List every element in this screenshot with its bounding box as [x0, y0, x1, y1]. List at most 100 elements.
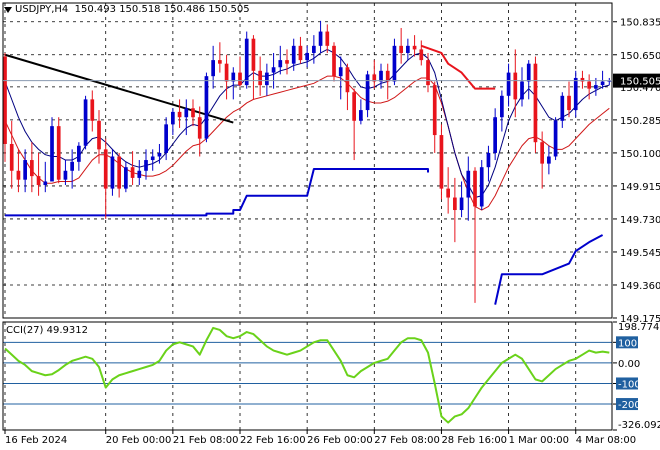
price-tick-label: 149.545: [620, 248, 660, 259]
candle-body: [36, 176, 41, 186]
price-tick-label: 149.915: [620, 182, 660, 193]
symbol-dropdown-icon[interactable]: [4, 7, 12, 13]
candle-body: [573, 77, 578, 111]
candle: [184, 99, 189, 136]
candle: [600, 70, 605, 89]
candle: [23, 149, 27, 193]
candle-body: [103, 149, 108, 189]
candle: [312, 35, 316, 64]
candle-body: [30, 160, 34, 177]
candle: [50, 117, 54, 182]
candle: [244, 31, 249, 89]
candle-body: [50, 126, 54, 182]
candle: [191, 99, 195, 127]
candle-body: [332, 45, 336, 77]
candle: [473, 167, 477, 303]
cci-level-badge: [616, 398, 638, 411]
candle: [399, 27, 403, 64]
candle-body: [177, 111, 182, 118]
candle: [30, 142, 34, 193]
candle: [231, 67, 236, 100]
candle: [540, 131, 545, 189]
candle-body: [493, 117, 498, 153]
candle: [332, 42, 336, 82]
price-tick-label: 149.730: [620, 215, 660, 226]
candle-body: [211, 60, 215, 77]
candle-body: [171, 111, 175, 125]
candle-body: [23, 160, 27, 180]
cci-tick-label: 198.7743: [618, 322, 660, 333]
candle-body: [244, 38, 249, 86]
candle: [520, 67, 524, 107]
candle: [567, 81, 571, 118]
candle-body: [600, 81, 605, 86]
candle-body: [278, 60, 283, 68]
candle: [164, 117, 168, 161]
candle-body: [9, 143, 14, 171]
candle-body: [506, 72, 511, 96]
candle: [56, 117, 61, 184]
candle-body: [459, 197, 464, 211]
candle-body: [466, 170, 471, 198]
candle: [580, 70, 585, 89]
price-tick-label: 149.360: [620, 281, 660, 292]
candle-body: [533, 63, 538, 143]
candle: [171, 108, 175, 136]
candle-body: [406, 45, 410, 53]
candle-body: [513, 72, 518, 100]
candle: [278, 45, 283, 75]
candle-body: [204, 76, 209, 139]
cci-tick-label: -326.0929: [618, 420, 660, 431]
candle-body: [473, 170, 477, 207]
candle: [513, 49, 518, 118]
candle-body: [56, 126, 61, 180]
time-tick-label: 28 Feb 16:00: [441, 435, 507, 446]
cci-level-badge: [616, 336, 638, 349]
candle-body: [352, 92, 356, 121]
candle-body: [43, 181, 48, 186]
candle: [265, 63, 269, 96]
candle: [157, 143, 162, 164]
candle: [103, 138, 108, 219]
price-tick-label: 150.650: [620, 51, 660, 62]
candle: [406, 38, 410, 61]
candle-body: [77, 145, 81, 162]
candle-body: [453, 197, 457, 211]
candle-body: [150, 156, 155, 161]
candle: [211, 45, 215, 89]
candle-body: [90, 99, 95, 121]
candle-body: [251, 38, 256, 71]
candle-body: [110, 156, 115, 189]
candle: [359, 99, 363, 125]
candle: [352, 88, 356, 161]
candle: [70, 149, 74, 189]
cci-grid: [3, 322, 612, 430]
price-frame: [2, 2, 613, 319]
cci-line: [4, 326, 610, 424]
candle: [204, 72, 209, 143]
candle: [3, 52, 7, 162]
price-tick-label: 149.175: [620, 314, 660, 325]
candle-body: [594, 85, 598, 89]
candle-body: [130, 167, 135, 178]
price-tick-label: 150.835: [620, 18, 660, 29]
candle: [197, 106, 202, 157]
candle: [9, 120, 14, 189]
candle-body: [265, 72, 269, 86]
candle-body: [432, 85, 437, 136]
chart-header: USDJPY,H4 150.493 150.518 150.486 150.50…: [15, 4, 250, 15]
candle-body: [70, 161, 74, 171]
candle: [150, 149, 155, 171]
candle: [305, 45, 309, 68]
support-step-line: [5, 167, 430, 217]
candle-body: [345, 67, 350, 93]
candle: [251, 35, 256, 100]
candle: [479, 160, 484, 211]
candle-body: [191, 108, 195, 118]
price-tick-label: 150.285: [620, 116, 660, 127]
candle-body: [372, 74, 377, 82]
candle: [97, 110, 101, 164]
candle-body: [379, 70, 383, 82]
candle: [318, 20, 323, 53]
candle: [63, 160, 68, 186]
